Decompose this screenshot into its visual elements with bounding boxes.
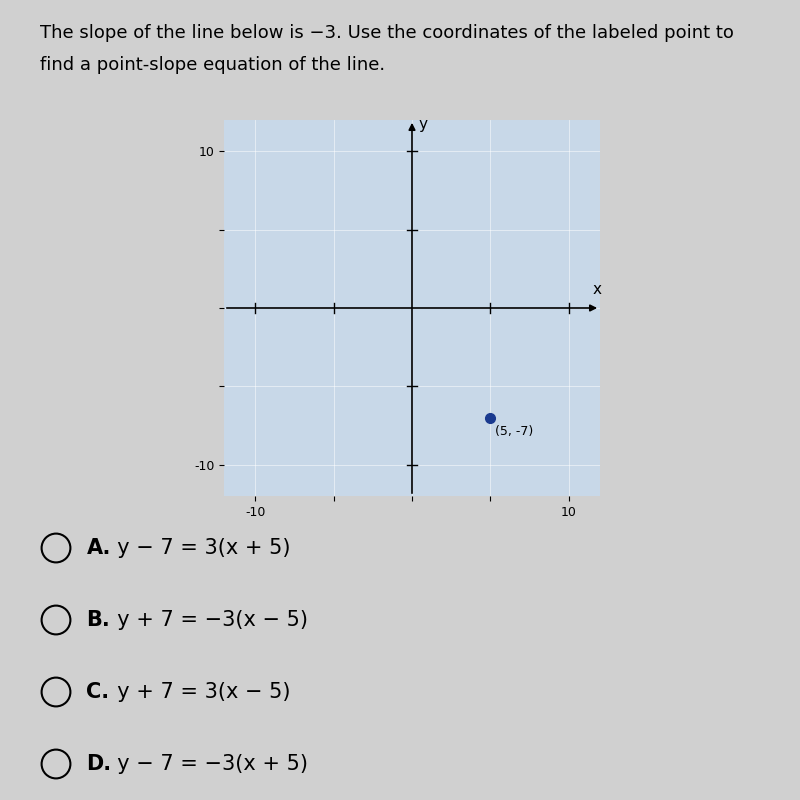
Text: A.: A. (86, 538, 110, 558)
Text: (5, -7): (5, -7) (495, 426, 534, 438)
Text: B.: B. (86, 610, 110, 630)
Text: y + 7 = −3(x − 5): y + 7 = −3(x − 5) (104, 610, 308, 630)
Text: D.: D. (86, 754, 111, 774)
Text: C.: C. (86, 682, 110, 702)
Text: x: x (592, 282, 602, 297)
Text: find a point-slope equation of the line.: find a point-slope equation of the line. (40, 56, 385, 74)
Text: The slope of the line below is −3. Use the coordinates of the labeled point to: The slope of the line below is −3. Use t… (40, 24, 734, 42)
Text: y − 7 = 3(x + 5): y − 7 = 3(x + 5) (104, 538, 290, 558)
Text: y + 7 = 3(x − 5): y + 7 = 3(x − 5) (104, 682, 290, 702)
Text: y − 7 = −3(x + 5): y − 7 = −3(x + 5) (104, 754, 308, 774)
Text: y: y (418, 118, 427, 132)
